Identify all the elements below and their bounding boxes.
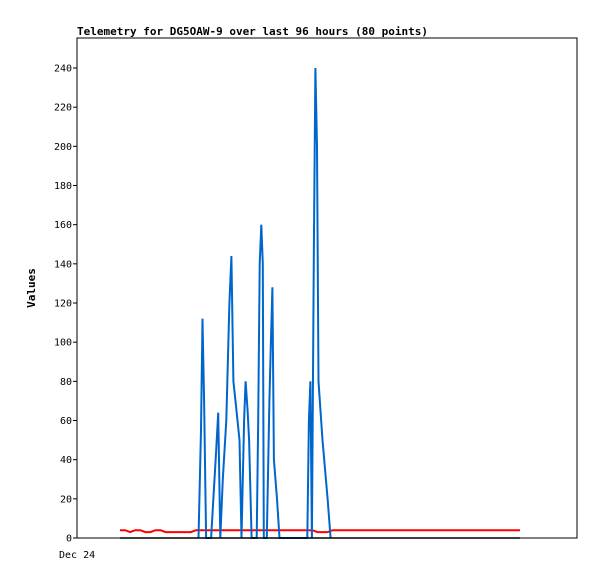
y-tick-label: 100: [54, 338, 72, 349]
y-tick-label: 20: [60, 494, 72, 505]
x-axis: Dec 24: [59, 550, 95, 561]
y-tick-label: 0: [66, 534, 72, 545]
y-tick-label: 240: [54, 64, 72, 75]
y-tick-label: 200: [54, 142, 72, 153]
y-tick-label: 60: [60, 416, 72, 427]
y-axis: 0 20 40 60 80 100 120 140 160 180 200 220 240: [54, 64, 77, 545]
y-tick-label: 180: [54, 181, 72, 192]
chart-title: Telemetry for DG5OAW-9 over last 96 hour…: [77, 25, 428, 38]
y-tick-label: 80: [60, 377, 72, 388]
series-layer: [120, 67, 520, 539]
x-tick-label: Dec 24: [59, 550, 95, 561]
y-tick-label: 140: [54, 259, 72, 270]
y-tick-label: 220: [54, 103, 72, 114]
y-tick-label: 160: [54, 220, 72, 231]
y-axis-label: Values: [25, 268, 38, 308]
plot-frame: [76, 37, 578, 539]
series-line-blue: [197, 67, 332, 539]
y-tick-label: 40: [60, 455, 72, 466]
y-tick-label: 120: [54, 299, 72, 310]
series-line-red: [120, 529, 520, 534]
